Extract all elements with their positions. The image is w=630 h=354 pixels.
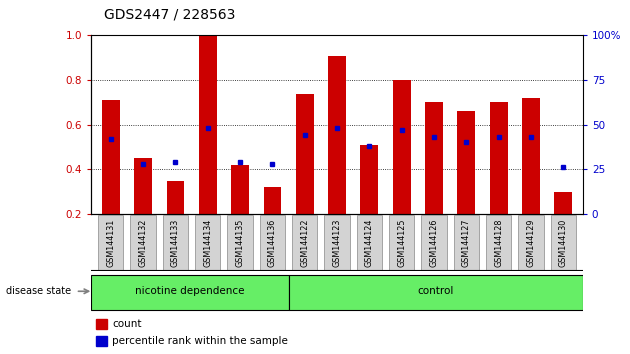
Bar [324, 216, 350, 270]
Text: count: count [112, 319, 142, 329]
Text: GSM144124: GSM144124 [365, 219, 374, 267]
Text: GSM144132: GSM144132 [139, 219, 147, 267]
Bar [454, 216, 479, 270]
Bar [102, 100, 120, 214]
Text: GSM144126: GSM144126 [430, 219, 438, 267]
Bar [260, 216, 285, 270]
Text: GSM144123: GSM144123 [333, 219, 341, 267]
Bar [328, 56, 346, 214]
Bar [357, 216, 382, 270]
Text: GSM144136: GSM144136 [268, 219, 277, 267]
Bar [134, 158, 152, 214]
Text: control: control [418, 286, 454, 296]
Bar [263, 187, 281, 214]
Bar [96, 336, 107, 346]
Bar [296, 93, 314, 214]
Bar [166, 181, 185, 214]
Bar [130, 216, 156, 270]
Bar [360, 145, 378, 214]
Text: nicotine dependence: nicotine dependence [135, 286, 244, 296]
Bar [227, 216, 253, 270]
Bar [490, 102, 508, 214]
Bar [554, 192, 572, 214]
Bar [518, 216, 544, 270]
Bar [425, 102, 443, 214]
Bar [231, 165, 249, 214]
Bar [389, 216, 415, 270]
Bar [289, 275, 583, 309]
Bar [522, 98, 540, 214]
Text: GSM144129: GSM144129 [527, 218, 536, 267]
Text: GSM144130: GSM144130 [559, 219, 568, 267]
Text: GSM144134: GSM144134 [203, 219, 212, 267]
Bar [91, 275, 289, 309]
Bar [421, 216, 447, 270]
Bar [199, 35, 217, 214]
Bar [195, 216, 220, 270]
Text: percentile rank within the sample: percentile rank within the sample [112, 336, 288, 346]
Text: GSM144135: GSM144135 [236, 219, 244, 267]
Text: GSM144122: GSM144122 [301, 218, 309, 267]
Bar [292, 216, 318, 270]
Text: GSM144125: GSM144125 [397, 218, 406, 267]
Bar [98, 216, 123, 270]
Text: GSM144131: GSM144131 [106, 219, 115, 267]
Bar [486, 216, 512, 270]
Bar [457, 112, 475, 214]
Text: disease state: disease state [6, 286, 71, 296]
Bar [393, 80, 411, 214]
Text: GSM144127: GSM144127 [462, 218, 471, 267]
Text: GDS2447 / 228563: GDS2447 / 228563 [104, 7, 236, 21]
Bar [96, 319, 107, 329]
Text: GSM144128: GSM144128 [494, 219, 503, 267]
Bar [551, 216, 576, 270]
Bar [163, 216, 188, 270]
Text: GSM144133: GSM144133 [171, 219, 180, 267]
